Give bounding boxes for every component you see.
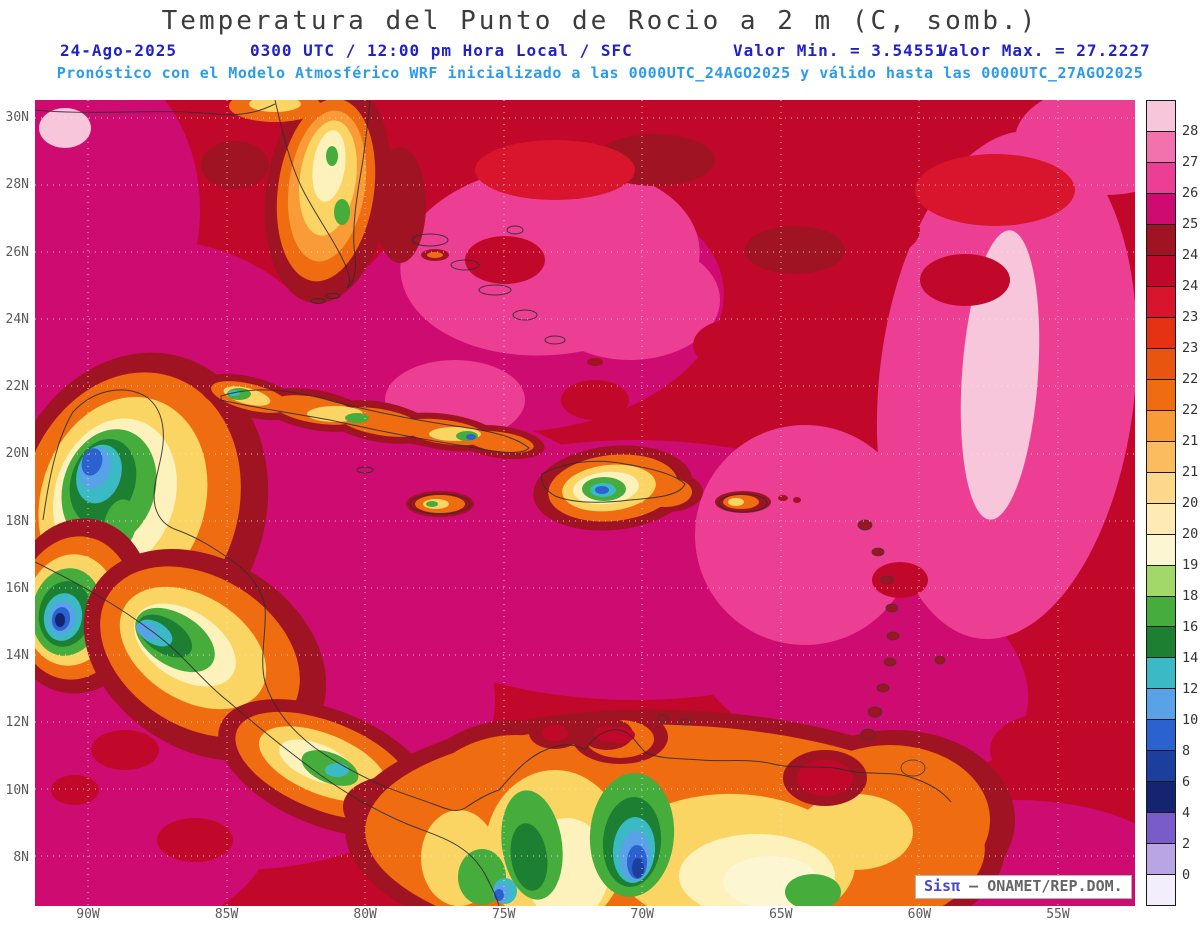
south-america-blob [345,709,1015,906]
forecast-map [35,100,1135,906]
credit-text: – ONAMET/REP.DOM. [969,877,1123,895]
colorbar-label: 16 [1182,619,1199,635]
longitude-axis: 90W 85W 80W 75W 70W 65W 60W 55W [68,907,1078,923]
colorbar-segment [1147,657,1175,689]
lat-label: 20N [5,446,29,462]
colorbar-label: 2 [1182,836,1191,852]
colorbar-segment [1147,781,1175,813]
colorbar-label: 12 [1182,681,1199,697]
colorbar-label: 26 [1182,185,1199,201]
coastlines [35,100,952,906]
colorbar-label: 22.5 [1182,371,1200,387]
colorbar-label: 25 [1182,216,1199,232]
lat-label: 16N [5,580,29,596]
colorbar-label: 27 [1182,154,1199,170]
grid-lines [35,100,1135,906]
colorbar-label: 21 [1182,464,1199,480]
colorbar-segment [1147,812,1175,844]
colorbar-segment [1147,564,1175,596]
colorbar-segment [1147,719,1175,751]
lat-label: 14N [5,648,29,664]
colorbar-segment [1147,409,1175,441]
latitude-axis: 30N 28N 26N 24N 22N 20N 18N 16N 14N 12N 10N 8N [0,111,32,864]
dewpoint-contour-map [35,100,1135,906]
colorbar-segment [1147,285,1175,317]
colorbar-label: 24.5 [1182,247,1200,263]
colorbar-segment [1147,626,1175,658]
lat-label: 10N [5,782,29,798]
colorbar-label: 14 [1182,650,1199,666]
colorbar-segment [1147,347,1175,379]
colorbar-label: 23 [1182,340,1199,356]
colorbar-segment [1147,223,1175,255]
lat-label: 26N [5,244,29,260]
colorbar-segment [1147,595,1175,627]
credit-badge: Sisπ – ONAMET/REP.DOM. [915,875,1132,899]
forecast-date: 24-Ago-2025 [60,41,177,60]
colorbar-label: 8 [1182,743,1191,759]
lat-label: 8N [13,849,29,865]
colorbar-label: 6 [1182,774,1191,790]
colorbar-segment [1147,440,1175,472]
lon-label: 80W [353,907,377,922]
colorbar-segment [1147,533,1175,565]
colorbar-segment [1147,161,1175,193]
page-title: Temperatura del Punto de Rocio a 2 m (C,… [161,6,1039,36]
colorbar-segment [1147,874,1175,906]
colorbar-segment [1147,101,1175,131]
colorbar-segment [1147,750,1175,782]
colorbar-segment [1147,316,1175,348]
lat-label: 28N [5,177,29,193]
lon-label: 75W [491,907,516,922]
lesser-antilles [657,519,946,777]
florida-blob [229,100,392,304]
lon-label: 65W [769,907,793,922]
colorbar-label: 21.5 [1182,433,1200,449]
lat-label: 18N [5,513,29,529]
lon-label: 70W [630,907,654,922]
lon-label: 90W [76,907,100,922]
lon-label: 55W [1046,907,1070,922]
model-description: Pronóstico con el Modelo Atmosférico WRF… [56,64,1144,82]
lat-label: 24N [5,311,29,327]
colorbar-label: 22 [1182,402,1199,418]
lon-label: 60W [907,907,932,922]
colorbar-segment [1147,378,1175,410]
value-min: Valor Min. = 3.54551 [733,41,946,60]
colorbar-segment [1147,843,1175,875]
forecast-info-line: 24-Ago-2025 0300 UTC / 12:00 pm Hora Loc… [0,41,1200,61]
colorbar-segment [1147,130,1175,162]
colorbar-label: 4 [1182,805,1191,821]
lat-label: 30N [5,110,29,125]
colorbar [1146,100,1176,906]
colorbar-label: 23.5 [1182,309,1200,325]
colorbar-label: 10 [1182,712,1199,728]
lon-label: 85W [214,907,239,922]
colorbar-segment [1147,254,1175,286]
colorbar-segment [1147,192,1175,224]
colorbar-label: 20.5 [1182,495,1200,511]
colorbar-segment [1147,471,1175,503]
colorbar-label: 28 [1182,123,1199,139]
colorbar-label: 18 [1182,588,1199,604]
colorbar-segment [1147,502,1175,534]
colorbar-segment [1147,688,1175,720]
small-islands [406,249,801,517]
colorbar-label: 24 [1182,278,1199,294]
cuba-blob [199,373,545,460]
colorbar-label: 0 [1182,867,1191,883]
forecast-time: 0300 UTC / 12:00 pm Hora Local / SFC [250,41,633,60]
colorbar-label: 20 [1182,526,1199,542]
lat-label: 22N [5,379,29,395]
colorbar-label: 19 [1182,557,1199,573]
lat-label: 12N [5,715,29,731]
brand-logo: Sisπ [924,877,961,895]
value-max: Valor Max. = 27.2227 [938,41,1151,60]
